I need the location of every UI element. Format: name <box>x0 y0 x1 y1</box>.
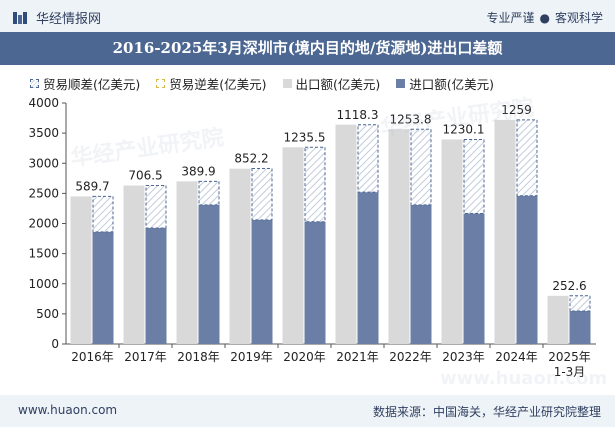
y-tick-label: 2000 <box>28 217 59 231</box>
chart-legend: 贸易顺差(亿美元) 贸易逆差(亿美元) 出口额(亿美元) 进口额(亿美元) <box>30 74 510 93</box>
x-tick-label: 2017年 <box>124 350 167 364</box>
slogan-right: 客观科学 <box>554 11 603 25</box>
legend-deficit-swatch <box>156 79 166 88</box>
chart-title: 2016-2025年3月深圳市(境内目的地/货源地)进出口差额 <box>0 32 615 65</box>
surplus-segment <box>357 124 379 193</box>
logo-mark-icon <box>13 11 27 24</box>
surplus-data-label: 1230.1 <box>443 122 485 136</box>
export-bar <box>547 295 569 344</box>
export-bar <box>282 147 304 344</box>
import-bar <box>198 204 220 344</box>
surplus-data-label: 1118.3 <box>337 108 379 122</box>
x-tick-label: 2025年 <box>548 350 591 364</box>
y-tick-label: 1000 <box>28 277 59 291</box>
surplus-data-label: 389.9 <box>181 164 215 178</box>
import-bar <box>92 231 114 344</box>
surplus-segment <box>463 138 485 215</box>
surplus-data-label: 1253.8 <box>390 112 432 126</box>
legend-import-swatch <box>396 79 406 88</box>
x-tick-label: 2021年 <box>336 350 379 364</box>
surplus-segment <box>410 128 432 206</box>
legend-surplus: 贸易顺差(亿美元) <box>30 74 140 93</box>
export-bar <box>176 181 198 344</box>
export-bar <box>70 196 92 344</box>
slogan-left: 专业严谨 <box>486 11 535 25</box>
surplus-data-label: 589.7 <box>75 179 109 193</box>
footer-source: 数据来源：中国海关，华经产业研究院整理 <box>372 405 601 419</box>
surplus-segment <box>145 184 167 229</box>
surplus-data-label: 1259 <box>501 103 532 117</box>
legend-surplus-swatch <box>30 79 39 88</box>
logo-text: 华经情报网 <box>36 12 102 27</box>
legend-export: 出口额(亿美元) <box>282 74 381 93</box>
surplus-segment <box>92 195 114 233</box>
import-bar <box>145 228 167 344</box>
surplus-data-label: 1235.5 <box>284 130 326 144</box>
y-tick-label: 2500 <box>28 186 59 200</box>
import-bar <box>463 213 485 344</box>
import-bar <box>304 221 326 344</box>
legend-deficit-label: 贸易逆差(亿美元) <box>169 77 267 92</box>
x-tick-label: 2018年 <box>177 350 220 364</box>
logo: 华经情报网 <box>12 8 101 27</box>
surplus-data-label: 852.2 <box>234 152 268 166</box>
y-tick-label: 1500 <box>28 247 59 261</box>
legend-export-label: 出口额(亿美元) <box>295 77 381 92</box>
export-bar <box>441 139 463 344</box>
import-bar <box>516 195 538 344</box>
export-bar <box>335 124 357 344</box>
surplus-segment <box>251 168 273 221</box>
legend-import: 进口额(亿美元) <box>396 74 494 93</box>
import-bar <box>251 219 273 344</box>
y-tick-label: 0 <box>51 337 59 351</box>
y-tick-label: 500 <box>36 307 59 321</box>
surplus-data-label: 252.6 <box>552 279 586 293</box>
import-bar <box>569 310 591 344</box>
bar-chart: 0 500 1000 1500 2000 2500 3000 3500 4000 589.7 201… <box>28 96 596 379</box>
surplus-segment <box>516 119 538 197</box>
x-tick-label: 2019年 <box>230 350 273 364</box>
x-tick-label: 2023年 <box>442 350 485 364</box>
export-bar <box>123 185 145 344</box>
surplus-segment <box>569 295 591 312</box>
surplus-segment <box>304 146 326 223</box>
legend-surplus-label: 贸易顺差(亿美元) <box>43 77 141 92</box>
x-tick-label: 2022年 <box>389 350 432 364</box>
legend-import-label: 进口额(亿美元) <box>409 77 495 92</box>
footer: www.huaon.com 数据来源：中国海关，华经产业研究院整理 <box>0 395 615 427</box>
x-tick-label: 1-3月 <box>554 365 586 379</box>
y-tick-label: 4000 <box>28 96 59 110</box>
top-bar: 华经情报网 专业严谨 ● 客观科学 <box>0 0 615 32</box>
y-tick-label: 3500 <box>28 126 59 140</box>
x-tick-label: 2024年 <box>495 350 538 364</box>
export-bar <box>388 129 410 344</box>
import-bar <box>357 192 379 344</box>
export-bar <box>229 168 251 344</box>
export-bar <box>494 119 516 345</box>
surplus-data-label: 706.5 <box>128 168 162 182</box>
legend-export-swatch <box>282 79 292 88</box>
surplus-segment <box>198 180 220 206</box>
footer-url[interactable]: www.huaon.com <box>18 403 118 417</box>
slogan: 专业严谨 ● 客观科学 <box>486 9 603 26</box>
x-tick-label: 2020年 <box>283 350 326 364</box>
legend-deficit: 贸易逆差(亿美元) <box>156 74 267 93</box>
y-tick-label: 3000 <box>28 156 59 170</box>
import-bar <box>410 204 432 344</box>
slogan-separator: ● <box>539 11 550 25</box>
x-tick-label: 2016年 <box>71 350 114 364</box>
